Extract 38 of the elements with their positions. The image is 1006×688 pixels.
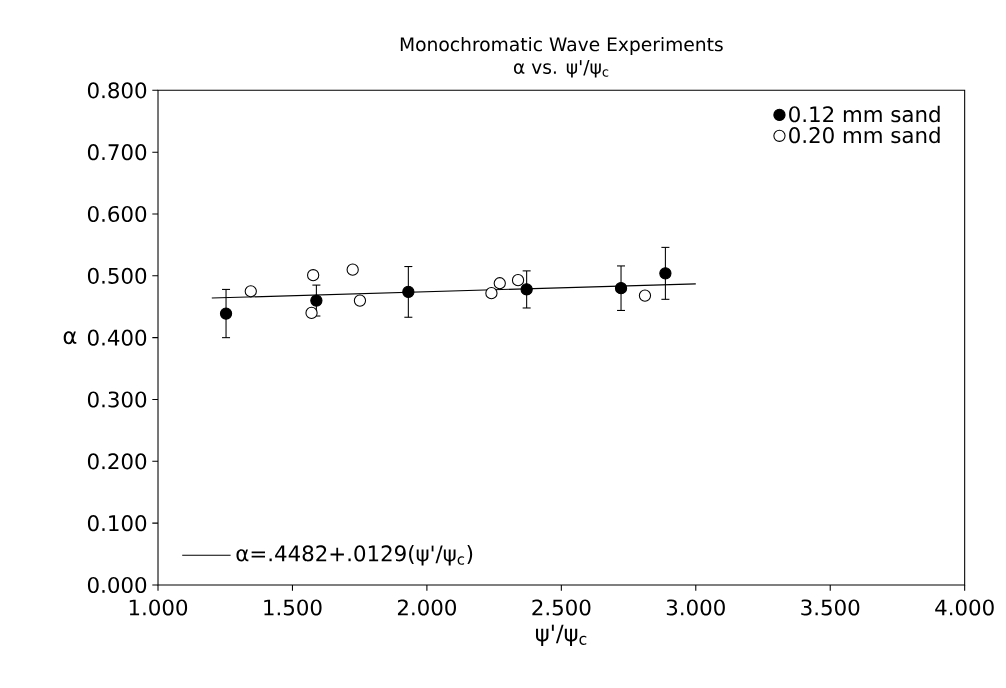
x-tick-label: 3.000 xyxy=(666,599,725,616)
point xyxy=(353,294,367,307)
chart-title: Monochromatic Wave Experiments xyxy=(400,36,723,55)
legend-label: 0.20 mm sand xyxy=(789,126,940,144)
point xyxy=(305,306,318,320)
point xyxy=(346,263,359,276)
point xyxy=(638,289,652,302)
chart-subtitle: α vs. ψ'/ψ$_{c}$ xyxy=(513,60,609,78)
x-tick-label: 1.500 xyxy=(264,599,322,616)
x-tick-label: 2.500 xyxy=(532,599,591,616)
x-tick-label: 3.500 xyxy=(801,599,860,616)
y-tick-label: 0.200 xyxy=(87,453,147,470)
x-tick-label: 4.000 xyxy=(935,599,994,616)
point xyxy=(659,267,672,280)
point xyxy=(219,307,233,320)
point xyxy=(310,294,323,307)
y-tick-label: 0.300 xyxy=(87,391,147,408)
point xyxy=(485,287,498,300)
point xyxy=(244,285,257,298)
y-axis-title: α xyxy=(63,331,77,345)
y-tick-label: 0.600 xyxy=(87,205,147,223)
legend-label: α=.4482+.0129(ψ'/ψ$_{c}$) xyxy=(236,545,473,566)
point xyxy=(520,283,533,296)
y-tick-label: 0.500 xyxy=(87,267,147,284)
point xyxy=(511,274,525,287)
point xyxy=(307,269,320,282)
y-tick-label: 0.400 xyxy=(87,329,147,346)
y-tick-label: 0.100 xyxy=(87,515,147,532)
y-tick-label: 0.700 xyxy=(87,144,147,161)
x-axis-title: ψ'/ψ$_{c}$ xyxy=(535,624,587,646)
x-tick-label: 2.000 xyxy=(397,599,456,616)
point xyxy=(402,285,415,299)
legend-label: 0.12 mm sand xyxy=(789,105,940,123)
point xyxy=(614,282,628,295)
y-tick-label: 0.800 xyxy=(87,82,147,99)
y-tick-label: 0.000 xyxy=(87,576,147,594)
x-tick-label: 1.000 xyxy=(129,599,188,616)
point xyxy=(493,277,506,290)
